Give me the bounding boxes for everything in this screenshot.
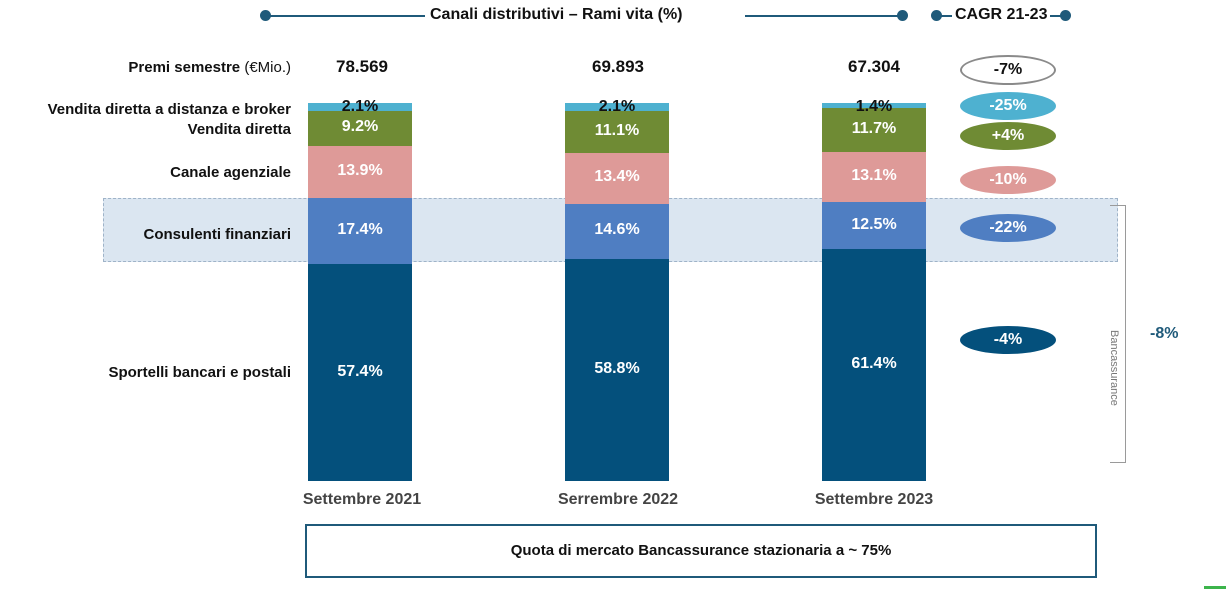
cagr-dot-left — [931, 10, 942, 21]
footer-note: Quota di mercato Bancassurance stazionar… — [305, 524, 1097, 578]
bar-segment-label: 11.7% — [851, 120, 897, 138]
bancassurance-label: Bancassurance — [1108, 330, 1120, 406]
bancassurance-cagr: -8% — [1150, 325, 1179, 342]
cagr-line-left — [940, 15, 952, 17]
cagr-dot-right — [1060, 10, 1071, 21]
chart-title: Canali distributivi – Rami vita (%) — [430, 6, 683, 23]
header-line-left — [265, 15, 425, 17]
bar-segment — [565, 103, 669, 111]
bar-segment-label: 17.4% — [337, 221, 383, 239]
bar-segment — [308, 145, 412, 199]
bar-segment-label: 14.6% — [594, 221, 640, 239]
bar-segment-label: 2.1% — [341, 98, 379, 115]
bar-segment-label: 61.4% — [851, 355, 897, 373]
x-label-2023: Settembre 2023 — [814, 491, 934, 508]
cagr-line-right — [1050, 15, 1062, 17]
bar-segment — [308, 110, 412, 146]
cagr-pill-vendita-distanza: -25% — [960, 92, 1056, 120]
bar-segment — [565, 152, 669, 204]
cagr-pill-sportelli: -4% — [960, 326, 1056, 354]
bar-segment — [565, 203, 669, 259]
bar-segment-label: 2.1% — [598, 98, 636, 115]
bar-segment — [308, 264, 412, 481]
bar-segment-label: 58.8% — [594, 359, 640, 377]
bar-segment — [308, 103, 412, 111]
bar-segment-label: 13.1% — [851, 167, 897, 185]
corner-accent — [1204, 586, 1226, 589]
bar-segment-label: 57.4% — [337, 362, 383, 380]
premi-label-text: Premi semestre — [128, 59, 241, 76]
premio-value-2023: 67.304 — [848, 57, 900, 76]
bar-segment-label: 13.9% — [337, 161, 383, 179]
bar-segment — [565, 110, 669, 153]
bancassurance-bracket — [1110, 205, 1126, 463]
bar-segment — [822, 103, 926, 109]
premi-label: Premi semestre (€Mio.) — [128, 59, 291, 76]
premio-value-2021: 78.569 — [336, 57, 388, 76]
cagr-pill-vendita-diretta: +4% — [960, 122, 1056, 150]
bar-segment — [822, 249, 926, 481]
bar-segment-label: 13.4% — [594, 168, 640, 186]
x-label-2021: Settembre 2021 — [302, 491, 422, 508]
bar-segment — [822, 108, 926, 153]
premi-unit: (€Mio.) — [244, 59, 291, 76]
bar-segment-label: 1.4% — [855, 98, 893, 115]
header-dot-left — [260, 10, 271, 21]
cagr-pill-canale-agenziale: -10% — [960, 166, 1056, 194]
bar-segment — [308, 198, 412, 265]
header-line-right — [745, 15, 905, 17]
bar-segment-label: 12.5% — [851, 215, 897, 233]
header-dot-right — [897, 10, 908, 21]
row-label-canale-agenziale: Canale agenziale — [170, 164, 291, 181]
bar-segment — [822, 201, 926, 250]
row-label-vendita-distanza: Vendita diretta a distanza e broker — [47, 101, 291, 118]
bar-segment — [822, 152, 926, 202]
row-label-vendita-diretta: Vendita diretta — [187, 121, 291, 138]
cagr-title: CAGR 21-23 — [955, 6, 1048, 23]
bar-segment — [565, 258, 669, 481]
x-label-2022: Serrembre 2022 — [557, 491, 679, 508]
cagr-pill-consulenti: -22% — [960, 214, 1056, 242]
row-label-sportelli: Sportelli bancari e postali — [108, 364, 291, 381]
premi-cagr-pill: -7% — [960, 55, 1056, 85]
row-label-consulenti: Consulenti finanziari — [143, 226, 291, 243]
bar-segment-label: 9.2% — [341, 118, 379, 136]
bar-segment-label: 11.1% — [594, 121, 640, 139]
premio-value-2022: 69.893 — [592, 57, 644, 76]
